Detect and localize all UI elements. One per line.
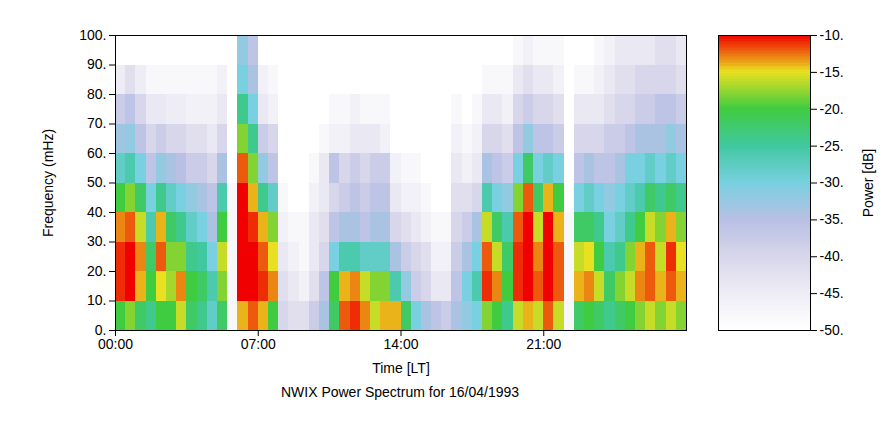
svg-text:70.: 70. xyxy=(87,115,106,131)
svg-text:-30.: -30. xyxy=(820,174,844,190)
svg-text:-20.: -20. xyxy=(820,101,844,117)
svg-text:0.: 0. xyxy=(94,322,107,338)
svg-text:40.: 40. xyxy=(87,204,106,220)
svg-text:-10.: -10. xyxy=(820,27,844,43)
svg-text:-40.: -40. xyxy=(820,248,844,264)
svg-text:Time [LT]: Time [LT] xyxy=(372,360,430,376)
html-text:NWIX Power Spectrum for 16/04/: NWIX Power Spectrum for 16/04/1993 xyxy=(280,384,519,400)
svg-text:100.: 100. xyxy=(79,27,106,43)
svg-text:60.: 60. xyxy=(87,145,106,161)
svg-text:Frequency (mHz): Frequency (mHz) xyxy=(40,129,56,237)
svg-text:30.: 30. xyxy=(87,233,106,249)
svg-text:00:00: 00:00 xyxy=(98,336,133,352)
svg-text:-35.: -35. xyxy=(820,211,844,227)
svg-text:07:00: 07:00 xyxy=(241,336,276,352)
svg-text:Power [dB]: Power [dB] xyxy=(860,149,876,217)
svg-text:-45.: -45. xyxy=(820,285,844,301)
svg-text:21:00: 21:00 xyxy=(526,336,561,352)
svg-text:14:00: 14:00 xyxy=(383,336,418,352)
svg-text:-15.: -15. xyxy=(820,64,844,80)
svg-text:20.: 20. xyxy=(87,263,106,279)
svg-text:-50.: -50. xyxy=(820,322,844,338)
svg-text:-25.: -25. xyxy=(820,138,844,154)
svg-text:10.: 10. xyxy=(87,292,106,308)
svg-text:80.: 80. xyxy=(87,86,106,102)
svg-text:90.: 90. xyxy=(87,56,106,72)
svg-text:50.: 50. xyxy=(87,174,106,190)
